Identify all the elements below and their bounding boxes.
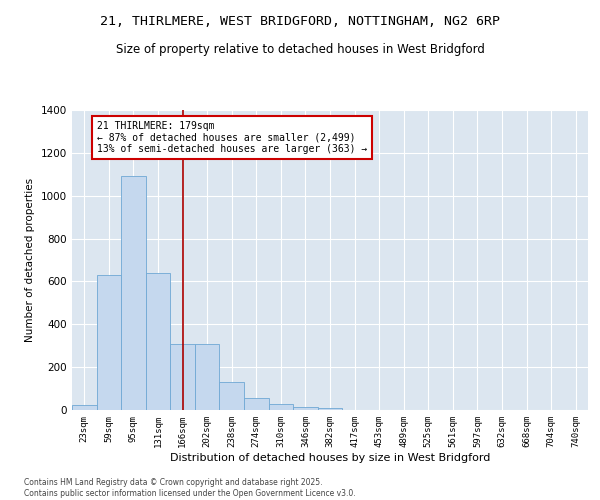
Bar	[269, 404, 293, 410]
Text: 21 THIRLMERE: 179sqm
← 87% of detached houses are smaller (2,499)
13% of semi-de: 21 THIRLMERE: 179sqm ← 87% of detached h…	[97, 120, 367, 154]
Bar	[72, 404, 97, 410]
Y-axis label: Number of detached properties: Number of detached properties	[25, 178, 35, 342]
X-axis label: Distribution of detached houses by size in West Bridgford: Distribution of detached houses by size …	[170, 452, 490, 462]
Bar	[318, 408, 342, 410]
Bar	[146, 273, 170, 410]
Text: 21, THIRLMERE, WEST BRIDGFORD, NOTTINGHAM, NG2 6RP: 21, THIRLMERE, WEST BRIDGFORD, NOTTINGHA…	[100, 15, 500, 28]
Bar	[220, 382, 244, 410]
Text: Size of property relative to detached houses in West Bridgford: Size of property relative to detached ho…	[116, 42, 484, 56]
Bar	[195, 344, 220, 410]
Bar	[244, 398, 269, 410]
Bar	[97, 275, 121, 410]
Bar	[170, 344, 195, 410]
Bar	[293, 407, 318, 410]
Bar	[121, 176, 146, 410]
Text: Contains HM Land Registry data © Crown copyright and database right 2025.
Contai: Contains HM Land Registry data © Crown c…	[24, 478, 356, 498]
